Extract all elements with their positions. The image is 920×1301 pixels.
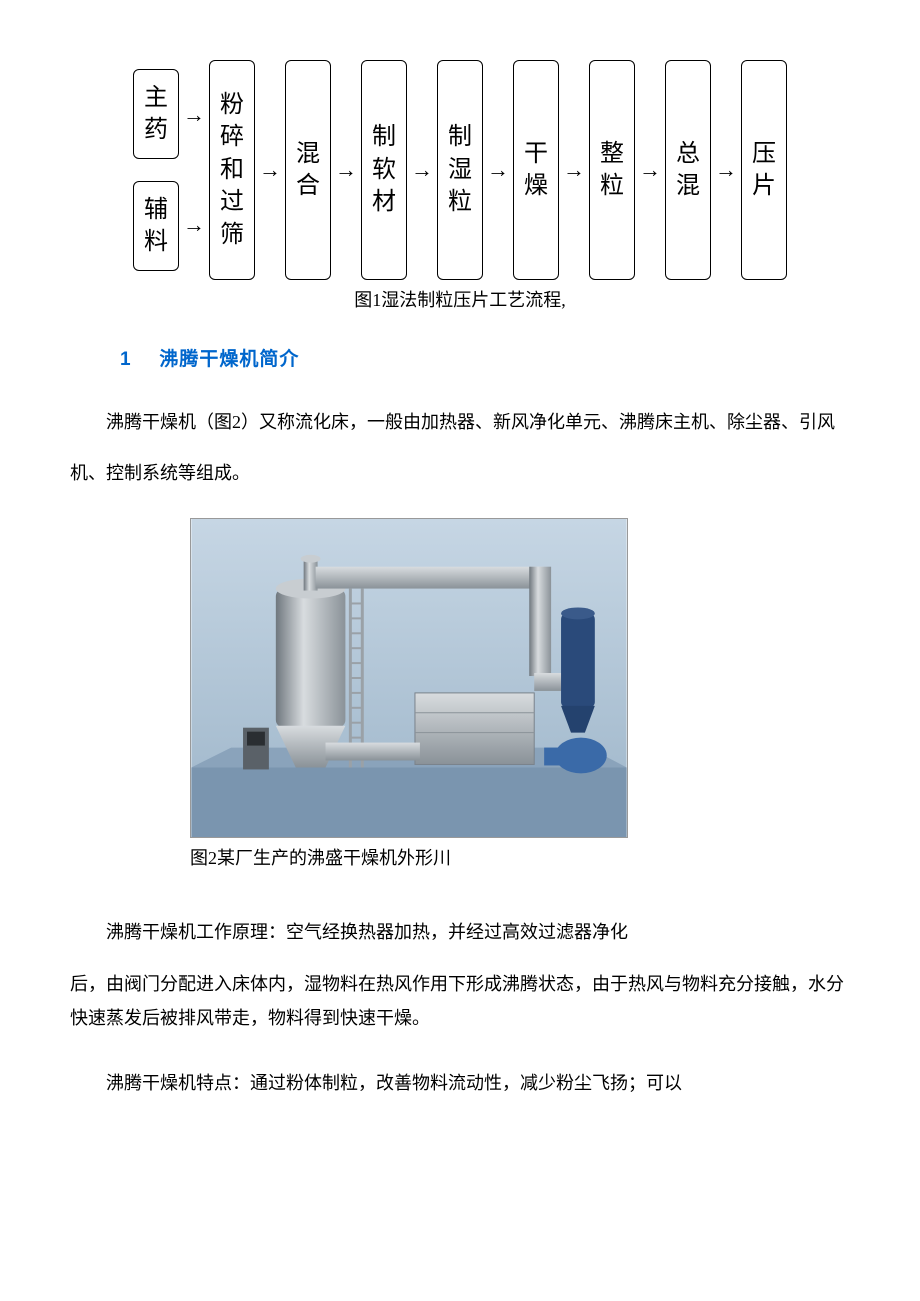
- arrow-icon: →: [335, 152, 357, 187]
- paragraph-intro: 沸腾干燥机（图2）又称流化床，一般由加热器、新风净化单元、沸腾床主机、除尘器、引…: [70, 397, 850, 498]
- flow-char: 燥: [524, 170, 548, 202]
- flow-char: 主: [144, 82, 168, 114]
- flow-box-excipient: 辅 料: [133, 181, 179, 271]
- flow-char: 碎: [220, 121, 244, 153]
- section-1-heading: 1 沸腾干燥机简介: [120, 345, 850, 375]
- arrow-icon: →: [259, 152, 281, 187]
- arrow-icon: →: [563, 152, 585, 187]
- section-title: 沸腾干燥机简介: [159, 349, 299, 370]
- figure2-caption: 图2某厂生产的沸盛干燥机外形川: [190, 844, 850, 873]
- flow-char: 总: [676, 138, 700, 170]
- figure1-caption: 图1湿法制粒压片工艺流程,: [70, 286, 850, 315]
- flow-box-mix: 混 合: [285, 60, 331, 280]
- arrow-icon: →: [411, 152, 433, 187]
- flow-box-main-drug: 主 药: [133, 69, 179, 159]
- arrow-icon: →: [639, 152, 661, 187]
- flow-char: 片: [752, 170, 776, 202]
- flow-box-wet-granulation: 制 湿 粒: [437, 60, 483, 280]
- flow-char: 压: [752, 138, 776, 170]
- flow-char: 粒: [448, 186, 472, 218]
- flow-box-sizing: 整 粒: [589, 60, 635, 280]
- flow-char: 材: [372, 186, 396, 218]
- flow-char: 过: [220, 186, 244, 218]
- arrow-icon: →: [183, 97, 205, 132]
- flow-box-final-mix: 总 混: [665, 60, 711, 280]
- flow-char: 药: [144, 114, 168, 146]
- flow-char: 辅: [144, 194, 168, 226]
- flow-char: 和: [220, 154, 244, 186]
- section-number: 1: [120, 349, 131, 370]
- paragraph-principle-lead: 沸腾干燥机工作原理：空气经换热器加热，并经过高效过滤器净化: [70, 907, 850, 957]
- flow-char: 料: [144, 226, 168, 258]
- arrow-icon: →: [183, 207, 205, 242]
- flow-char: 制: [448, 121, 472, 153]
- paragraph-features: 沸腾干燥机特点：通过粉体制粒，改善物料流动性，减少粉尘飞扬；可以: [70, 1058, 850, 1108]
- flow-char: 制: [372, 121, 396, 153]
- flow-char: 软: [372, 154, 396, 186]
- flow-char: 混: [296, 138, 320, 170]
- flow-char: 粒: [600, 170, 624, 202]
- flow-char: 筛: [220, 219, 244, 251]
- paragraph-principle-rest: 后，由阀门分配进入床体内，湿物料在热风作用下形成沸腾状态，由于热风与物料充分接触…: [70, 967, 850, 1035]
- flow-char: 干: [524, 138, 548, 170]
- arrow-icon: →: [715, 152, 737, 187]
- flow-char: 整: [600, 138, 624, 170]
- flow-char: 湿: [448, 154, 472, 186]
- process-flowchart: 主 药 辅 料 → → 粉 碎 和 过 筛 → 混 合 → 制 软 材 → 制 …: [70, 60, 850, 280]
- arrow-column: → →: [183, 60, 205, 280]
- flow-box-tableting: 压 片: [741, 60, 787, 280]
- arrow-icon: →: [487, 152, 509, 187]
- flow-input-column: 主 药 辅 料: [133, 69, 179, 271]
- flow-box-drying: 干 燥: [513, 60, 559, 280]
- flow-char: 粉: [220, 89, 244, 121]
- dryer-machine-illustration: [190, 518, 628, 838]
- figure2-image: [190, 518, 850, 838]
- flow-char: 混: [676, 170, 700, 202]
- flow-box-crush-sieve: 粉 碎 和 过 筛: [209, 60, 255, 280]
- flow-char: 合: [296, 170, 320, 202]
- flow-box-soft-material: 制 软 材: [361, 60, 407, 280]
